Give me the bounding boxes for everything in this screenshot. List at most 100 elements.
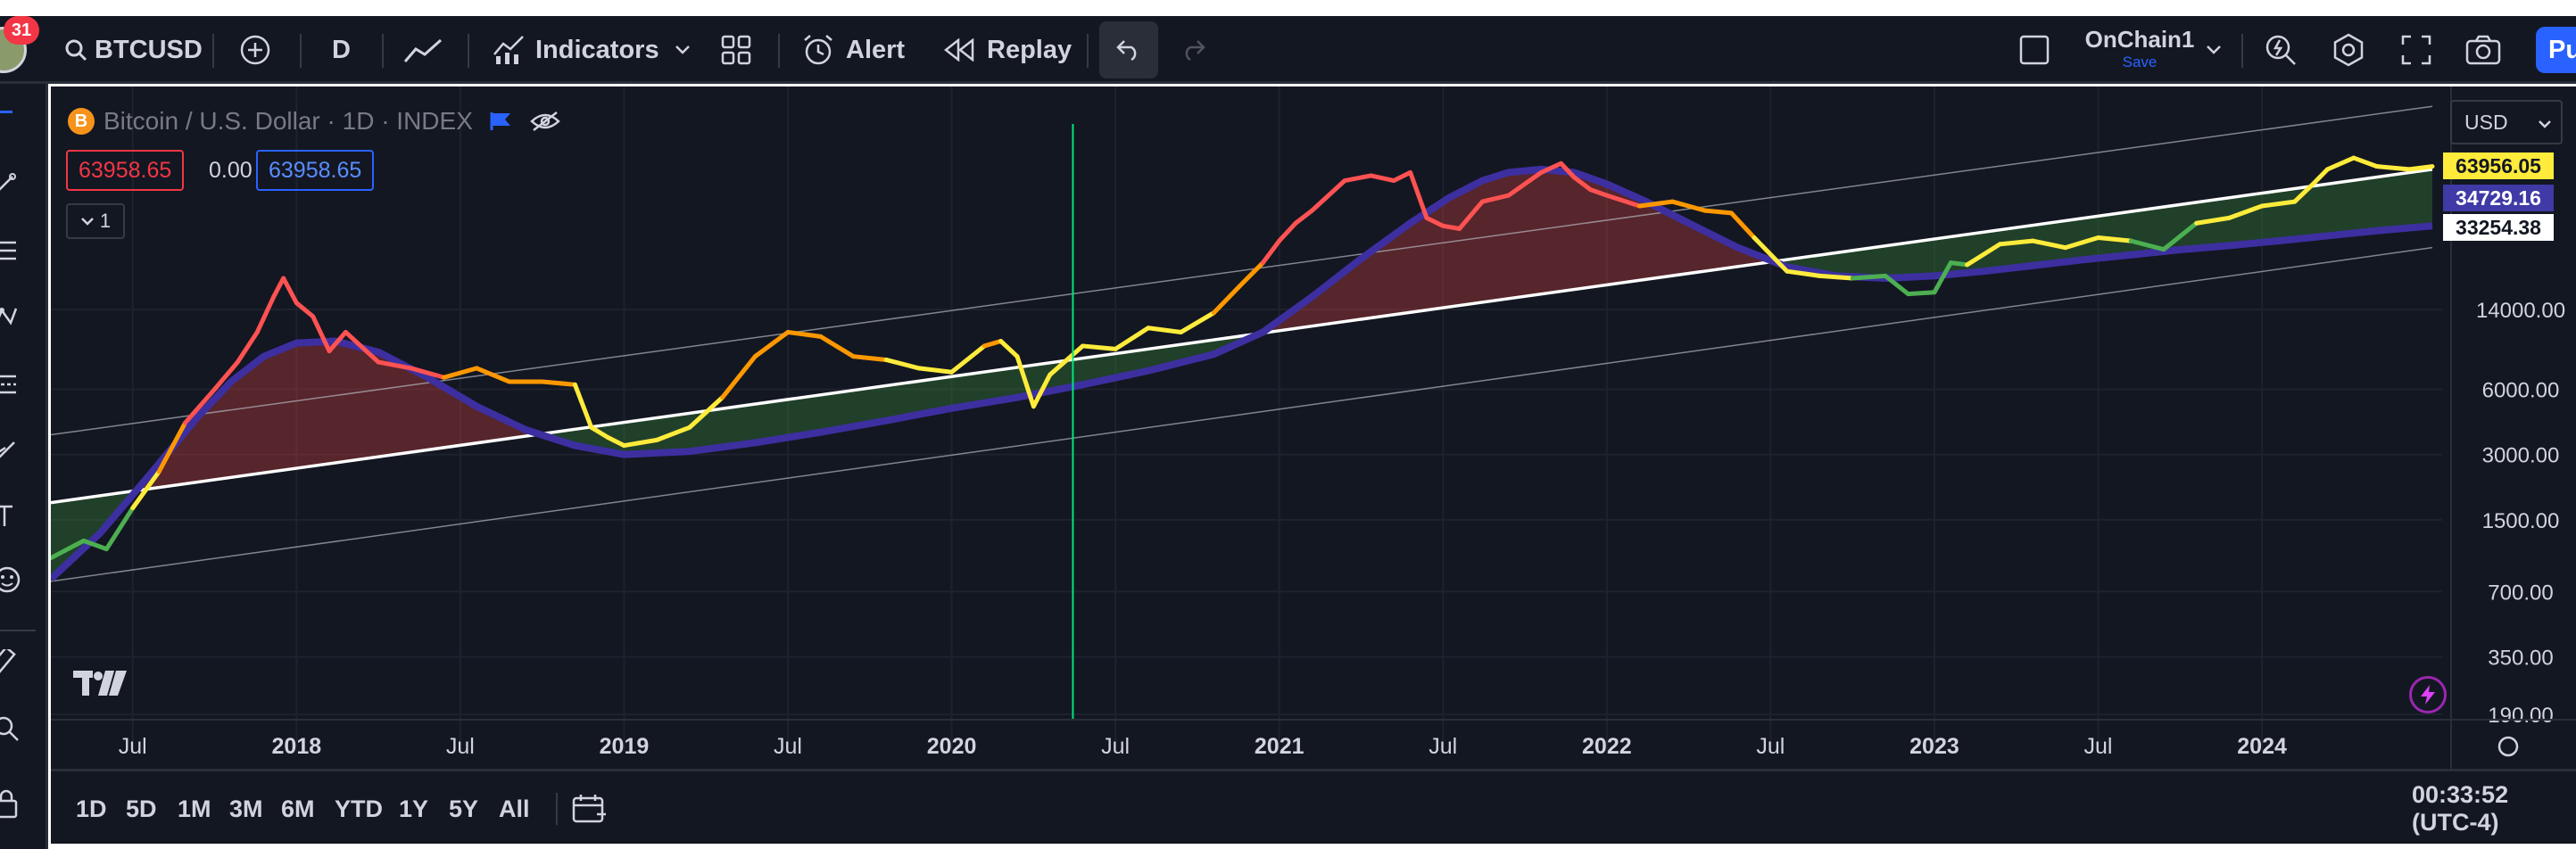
plus-circle-icon — [240, 35, 270, 65]
layout-toggle-button[interactable] — [2018, 16, 2050, 84]
price-segment — [1048, 343, 1085, 377]
price-segment — [81, 538, 109, 552]
price-segment — [2030, 238, 2068, 251]
alarm-clock-icon — [804, 35, 832, 65]
symbol-search-button[interactable]: BTCUSD — [64, 16, 203, 84]
price-segment — [1440, 223, 1462, 231]
replay-button[interactable]: Replay — [944, 16, 1072, 84]
chevron-down-icon — [80, 218, 94, 226]
range-5d-button[interactable]: 5D — [126, 795, 157, 822]
indicators-dropdown-chevron-icon[interactable] — [675, 16, 691, 84]
emoji-tool-icon[interactable] — [0, 565, 21, 594]
layout-save-label: Save — [2122, 54, 2158, 70]
text-tool-icon[interactable] — [0, 503, 20, 530]
price-segment — [1728, 210, 1757, 241]
undo-button[interactable] — [1099, 21, 1158, 78]
legend-title-text: Bitcoin / U.S. Dollar · 1D · INDEX — [104, 107, 473, 135]
prediction-tool-icon[interactable] — [0, 371, 20, 398]
x-axis-tick-label: Jul — [1756, 734, 1785, 759]
bid-price-box[interactable]: 63958.65 — [66, 150, 185, 191]
last-price-label: 63956.05 — [2443, 152, 2554, 179]
symbol-legend: B Bitcoin / U.S. Dollar · 1D · INDEX — [68, 103, 560, 139]
x-axis-tick-label: Jul — [774, 734, 802, 759]
x-axis-tick-label: Jul — [446, 734, 475, 759]
drawing-toolbar — [0, 84, 48, 849]
band-price-label: 33254.38 — [2443, 214, 2554, 241]
price-segment — [2063, 235, 2101, 251]
layout-menu-chevron-icon[interactable] — [2206, 16, 2222, 84]
price-segment — [2351, 155, 2380, 169]
price-chart[interactable]: 14000.00 6000.00 3000.00 1500.00 700.00 350.0… — [51, 87, 2576, 769]
currency-label: USD — [2464, 110, 2508, 134]
range-3m-button[interactable]: 3M — [229, 795, 263, 822]
range-1m-button[interactable]: 1M — [178, 795, 211, 822]
axis-settings-icon[interactable] — [2497, 736, 2519, 757]
chart-pane[interactable]: 14000.00 6000.00 3000.00 1500.00 700.00 350.0… — [51, 87, 2576, 769]
interval-button[interactable]: D — [332, 35, 351, 64]
range-all-button[interactable]: All — [499, 795, 530, 822]
price-segment — [409, 366, 447, 380]
brush-tool-icon[interactable] — [0, 437, 20, 464]
indicators-button[interactable]: Indicators — [493, 16, 659, 84]
toolbar-divider — [0, 630, 36, 631]
price-segment — [752, 329, 791, 359]
undo-icon — [1116, 40, 1137, 61]
price-segment — [998, 339, 1020, 359]
price-segment — [621, 437, 659, 449]
range-ytd-button[interactable]: YTD — [335, 795, 383, 822]
zoom-tool-icon[interactable] — [0, 715, 20, 742]
fullscreen-icon[interactable] — [2400, 16, 2432, 84]
x-axis-tick-label: 2024 — [2237, 734, 2287, 759]
alert-button[interactable]: Alert — [801, 16, 905, 84]
price-segment — [1906, 290, 1937, 297]
price-segment — [1113, 326, 1151, 351]
price-segment — [1080, 343, 1118, 351]
price-segment — [1587, 187, 1610, 198]
y-axis-tick-label: 700.00 — [2488, 581, 2553, 605]
top-toolbar: 31 BTCUSD D Indicators Alert Replay — [0, 16, 2576, 84]
date-range-button[interactable] — [570, 771, 608, 846]
price-segment — [156, 420, 188, 474]
range-1y-button[interactable]: 1Y — [399, 795, 429, 822]
lightning-icon[interactable] — [2409, 676, 2447, 713]
range-6m-button[interactable]: 6M — [281, 795, 315, 822]
camera-icon[interactable] — [2464, 16, 2502, 84]
lock-tool-icon[interactable] — [0, 788, 20, 819]
price-segment — [2374, 164, 2412, 172]
pattern-tool-icon[interactable] — [0, 305, 20, 332]
price-segment — [1424, 215, 1445, 228]
price-segment — [1997, 238, 2035, 247]
price-segment — [1342, 173, 1374, 184]
ruler-tool-icon[interactable] — [0, 649, 20, 676]
settings-icon[interactable] — [2331, 16, 2366, 84]
compare-symbol-button[interactable] — [239, 16, 271, 84]
currency-select[interactable]: USD — [2450, 100, 2563, 144]
redo-button[interactable] — [1180, 16, 1206, 84]
hide-eye-icon[interactable] — [530, 111, 560, 132]
cycle-curve-line — [51, 165, 2433, 582]
price-segment — [254, 294, 277, 334]
price-segment — [376, 359, 414, 371]
publish-button[interactable]: Pu — [2536, 27, 2576, 73]
layouts-grid-icon[interactable] — [721, 16, 751, 84]
price-segment — [1571, 175, 1593, 193]
x-axis-tick-label: Jul — [119, 734, 147, 759]
price-segment — [1309, 178, 1347, 213]
chart-type-button[interactable] — [403, 16, 443, 84]
range-1d-button[interactable]: 1D — [76, 795, 107, 822]
timezone-clock[interactable]: 00:33:52 (UTC-4) — [2412, 781, 2509, 836]
flag-icon[interactable] — [489, 111, 512, 132]
trend-line-tool-icon[interactable] — [0, 171, 20, 198]
y-axis-tick-label: 3000.00 — [2482, 444, 2560, 468]
price-segment — [104, 506, 136, 552]
curve-price-label: 34729.16 — [2443, 185, 2554, 211]
price-segment — [1293, 208, 1314, 226]
quick-search-icon[interactable] — [2263, 16, 2299, 84]
price-segment — [1883, 273, 1911, 297]
range-5y-button[interactable]: 5Y — [449, 795, 479, 822]
indicators-collapse-button[interactable]: 1 — [66, 203, 125, 239]
fib-tool-icon[interactable] — [0, 237, 20, 264]
price-segment — [1408, 169, 1429, 220]
ask-price-box[interactable]: 63958.65 — [256, 150, 375, 191]
layout-name-button[interactable]: OnChain1 Save — [2077, 25, 2202, 71]
